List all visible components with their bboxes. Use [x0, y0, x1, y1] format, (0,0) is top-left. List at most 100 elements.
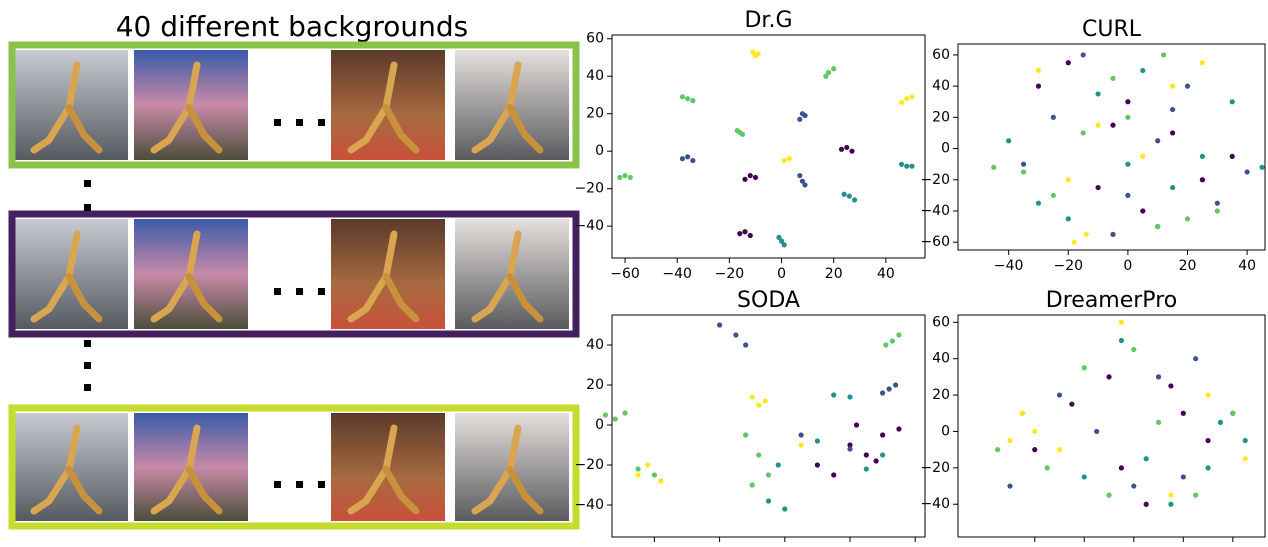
- point: [1125, 193, 1130, 198]
- y-tick-label: 0: [941, 423, 950, 439]
- point: [617, 175, 622, 180]
- x-tick-label: 0: [1123, 258, 1132, 274]
- point: [755, 51, 760, 56]
- point: [782, 506, 787, 511]
- ellipsis-dot: [84, 362, 91, 369]
- scatter-chart: DreamerPro−40−2002040−40−200204060: [920, 288, 1265, 543]
- point: [799, 432, 804, 437]
- point: [847, 446, 852, 451]
- point: [815, 438, 820, 443]
- axes-frame: [958, 315, 1265, 537]
- ellipsis-dot: [296, 119, 303, 126]
- point: [1106, 493, 1111, 498]
- ellipsis-dot: [84, 204, 91, 211]
- ellipsis-dot: [296, 288, 303, 295]
- point: [750, 394, 755, 399]
- x-tick-label: −40: [662, 266, 692, 282]
- point: [622, 410, 627, 415]
- point: [1185, 216, 1190, 221]
- point: [1119, 338, 1124, 343]
- point: [844, 145, 849, 150]
- point: [797, 117, 802, 122]
- point: [733, 332, 738, 337]
- y-tick-label: −20: [920, 460, 950, 476]
- point: [1057, 392, 1062, 397]
- point: [852, 197, 857, 202]
- point: [1007, 483, 1012, 488]
- point: [1168, 383, 1173, 388]
- y-tick-label: 40: [932, 351, 950, 367]
- point: [1125, 115, 1130, 120]
- point: [763, 398, 768, 403]
- point: [776, 462, 781, 467]
- point: [802, 182, 807, 187]
- point: [1243, 438, 1248, 443]
- point: [1110, 123, 1115, 128]
- point: [1032, 447, 1037, 452]
- point: [1193, 356, 1198, 361]
- point: [753, 175, 758, 180]
- point: [1230, 99, 1235, 104]
- y-tick-label: −40: [920, 203, 950, 219]
- axes-frame: [612, 35, 925, 258]
- point: [1155, 138, 1160, 143]
- figure: 40 different backgrounds Dr.G−60−40−2002…: [0, 0, 1268, 543]
- point: [1161, 52, 1166, 57]
- point: [1193, 493, 1198, 498]
- point: [890, 338, 895, 343]
- y-tick-label: 60: [586, 31, 604, 47]
- x-tick-label: −40: [994, 258, 1024, 274]
- ellipsis-dot: [274, 481, 281, 488]
- point: [899, 100, 904, 105]
- point: [883, 342, 888, 347]
- point: [1082, 365, 1087, 370]
- y-tick-label: 20: [586, 106, 604, 122]
- y-tick-label: 0: [595, 417, 604, 433]
- point: [995, 447, 1000, 452]
- point: [1106, 374, 1111, 379]
- point: [1215, 208, 1220, 213]
- point: [613, 416, 618, 421]
- point: [782, 158, 787, 163]
- point: [831, 392, 836, 397]
- point: [887, 386, 892, 391]
- point: [737, 231, 742, 236]
- point: [635, 466, 640, 471]
- point: [880, 432, 885, 437]
- point: [756, 402, 761, 407]
- point: [842, 192, 847, 197]
- background-panel: [12, 45, 576, 526]
- point: [622, 173, 627, 178]
- point: [782, 242, 787, 247]
- point: [1200, 60, 1205, 65]
- y-tick-label: −60: [920, 234, 950, 250]
- point: [1045, 465, 1050, 470]
- point: [909, 164, 914, 169]
- point: [603, 412, 608, 417]
- x-tick-label: −20: [715, 266, 745, 282]
- point: [1072, 240, 1077, 245]
- point: [1006, 138, 1011, 143]
- point: [1036, 84, 1041, 89]
- ellipsis-dot: [84, 180, 91, 187]
- point: [1021, 169, 1026, 174]
- y-tick-label: 40: [586, 68, 604, 84]
- y-tick-label: 0: [595, 143, 604, 159]
- point: [1205, 465, 1210, 470]
- point: [1051, 193, 1056, 198]
- x-tick-label: 20: [1179, 258, 1197, 274]
- point: [690, 158, 695, 163]
- chart-title: CURL: [1082, 17, 1142, 42]
- point: [831, 472, 836, 477]
- point: [1036, 201, 1041, 206]
- point: [748, 173, 753, 178]
- point: [685, 96, 690, 101]
- point: [1051, 115, 1056, 120]
- point: [1069, 402, 1074, 407]
- point: [1066, 177, 1071, 182]
- point: [1081, 52, 1086, 57]
- point: [717, 322, 722, 327]
- x-tick-label: 40: [1238, 258, 1256, 274]
